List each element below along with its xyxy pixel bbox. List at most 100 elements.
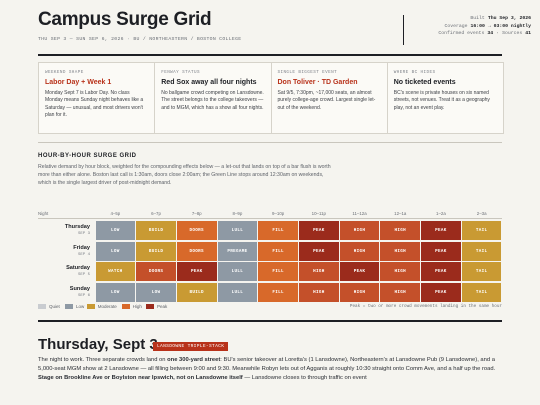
column-header: 12–1a — [394, 211, 407, 216]
text: : BU's senior takeover at Loretta's (1 L… — [38, 357, 496, 372]
row-date: SEP 4 — [77, 252, 90, 257]
meta-value: Thu Sep 3, 2026 — [487, 16, 531, 21]
grid-cell: PEAK — [299, 241, 339, 261]
column-header: Night — [38, 211, 49, 216]
emphasis: Stage on Brookline Ave or Boylston near … — [38, 375, 243, 381]
grid-cell: TAIL — [461, 241, 502, 261]
column-header: 9–10p — [272, 211, 285, 216]
card-kicker: WHERE BC HIDES — [393, 70, 436, 75]
column-header: 6–7p — [151, 211, 161, 216]
card-body: No ballgame crowd competing on Lansdowne… — [161, 90, 264, 111]
legend-label: High — [132, 304, 142, 309]
grid-cell: HIGH — [339, 282, 380, 302]
legend-note: Peak = two or more crowd movements landi… — [349, 304, 502, 309]
meta-value: 41 — [525, 31, 531, 36]
card-kicker: FENWAY STATUS — [161, 70, 200, 75]
card: FENWAY STATUS Red Sox away all four night… — [154, 63, 270, 133]
meta-label: Confirmed events — [438, 31, 485, 36]
row-date: SEP 6 — [77, 293, 90, 298]
row-day: Thursday — [64, 224, 90, 230]
card-kicker: SINGLE BIGGEST EVENT — [277, 70, 338, 75]
row-date: SEP 3 — [77, 232, 90, 236]
legend-label: Moderate — [97, 304, 117, 309]
legend-swatch — [121, 304, 130, 309]
grid-cell: LOW — [136, 282, 176, 302]
card-body: Sat 9/5, 7:30pm, ~17,000 seats, an almos… — [277, 90, 376, 111]
legend-swatch — [146, 304, 154, 309]
grid-cell: HIGH — [380, 282, 421, 302]
meta-box: Built Thu Sep 3, 2026 Coverage 16:00 → 03:0… — [403, 15, 531, 45]
grid-cell: HIGH — [299, 282, 339, 302]
grid-cell: PEAK — [421, 282, 461, 302]
grid-cell: HIGH — [380, 221, 421, 240]
grid-cell: DOORS — [176, 241, 217, 261]
legend-swatch — [65, 304, 73, 309]
legend-label: Low — [76, 304, 85, 309]
grid-cell: TAIL — [461, 282, 502, 302]
legend-swatch — [86, 304, 95, 309]
card-body: BC's scene is private houses on six name… — [393, 90, 490, 111]
legend-item: Moderate — [86, 304, 117, 309]
summary-cards: WEEKEND SHAPE Labor Day + Week 1 Monday Se… — [38, 62, 504, 134]
column-header: 11–12a — [352, 211, 367, 216]
row-day: Saturday — [66, 265, 90, 271]
grid-cell: HIGH — [380, 241, 421, 261]
card-headline: No ticketed events — [393, 79, 456, 86]
grid-cell: PEAK — [299, 221, 339, 240]
legend-item: Peak — [146, 304, 167, 309]
row-date: SEP 5 — [77, 273, 90, 277]
text: The night to work. Three separate crowds… — [38, 357, 168, 363]
column-header: 1–2a — [436, 211, 446, 216]
meta-label: Sources — [502, 31, 523, 36]
column-header: 10–11p — [311, 211, 326, 216]
grid-cell: WATCH — [95, 262, 136, 281]
separator: · — [496, 31, 500, 36]
card: WEEKEND SHAPE Labor Day + Week 1 Monday Se… — [39, 63, 154, 133]
emphasis: one 300-yard street — [167, 357, 221, 363]
meta-line: Confirmed events 34 · Sources 41 — [404, 30, 531, 38]
grid-cell: HIGH — [380, 262, 421, 281]
grid-cell: LOW — [95, 282, 136, 302]
day-paragraph: The night to work. Three separate crowds… — [38, 356, 502, 383]
legend-item: High — [121, 304, 142, 309]
grid-cell: LULL — [217, 262, 258, 281]
text: — Lansdowne closes to through traffic on… — [242, 375, 367, 381]
grid-cell: HIGH — [339, 241, 380, 261]
card: SINGLE BIGGEST EVENT Don Toliver · TD Gar… — [270, 63, 387, 133]
meta-value: 34 — [487, 31, 494, 36]
grid-cell: LOW — [95, 221, 136, 240]
card-headline: Red Sox away all four nights — [161, 79, 257, 86]
legend-swatch — [38, 304, 46, 309]
row-day: Sunday — [69, 285, 90, 292]
column-header: 7–8p — [191, 211, 202, 216]
section-heading: HOUR-BY-HOUR SURGE GRID — [38, 153, 137, 159]
row-day: Friday — [73, 244, 90, 251]
grid-cell: HIGH — [339, 221, 380, 240]
meta-value: 16:00 → 03:00 nightly — [470, 23, 531, 29]
card-kicker: WEEKEND SHAPE — [45, 70, 84, 75]
column-header: 2–3a — [476, 211, 487, 216]
grid-cell: PEAK — [421, 241, 461, 261]
grid-cell: LULL — [217, 221, 258, 240]
day-tag: LANSDOWNE TRIPLE-STACK — [153, 342, 229, 351]
legend-label: Peak — [157, 304, 168, 309]
grid-cell: FILL — [258, 262, 298, 281]
divider — [38, 54, 502, 56]
legend-item: Low — [65, 304, 84, 309]
divider — [38, 320, 502, 322]
page-title: Campus Surge Grid — [38, 9, 212, 30]
grid-cell: FILL — [258, 241, 298, 261]
column-header: 8–9p — [232, 211, 243, 216]
card-headline: Don Toliver · TD Garden — [277, 79, 358, 86]
grid-cell: TAIL — [461, 221, 502, 240]
meta-line: Built Thu Sep 3, 2026 — [404, 15, 531, 23]
grid-cell: PEAK — [421, 262, 461, 281]
grid-cell: PEAK — [339, 262, 380, 281]
divider — [38, 218, 502, 219]
grid-cell: LOW — [95, 241, 136, 261]
grid-cell: BUILD — [136, 221, 176, 240]
column-header: 4–5p — [110, 211, 121, 216]
grid-cell: PREGAME — [217, 241, 258, 261]
legend-item: Quiet — [38, 304, 60, 309]
card-body: Monday Sept 7 is Labor Day. No class Mon… — [45, 90, 144, 118]
